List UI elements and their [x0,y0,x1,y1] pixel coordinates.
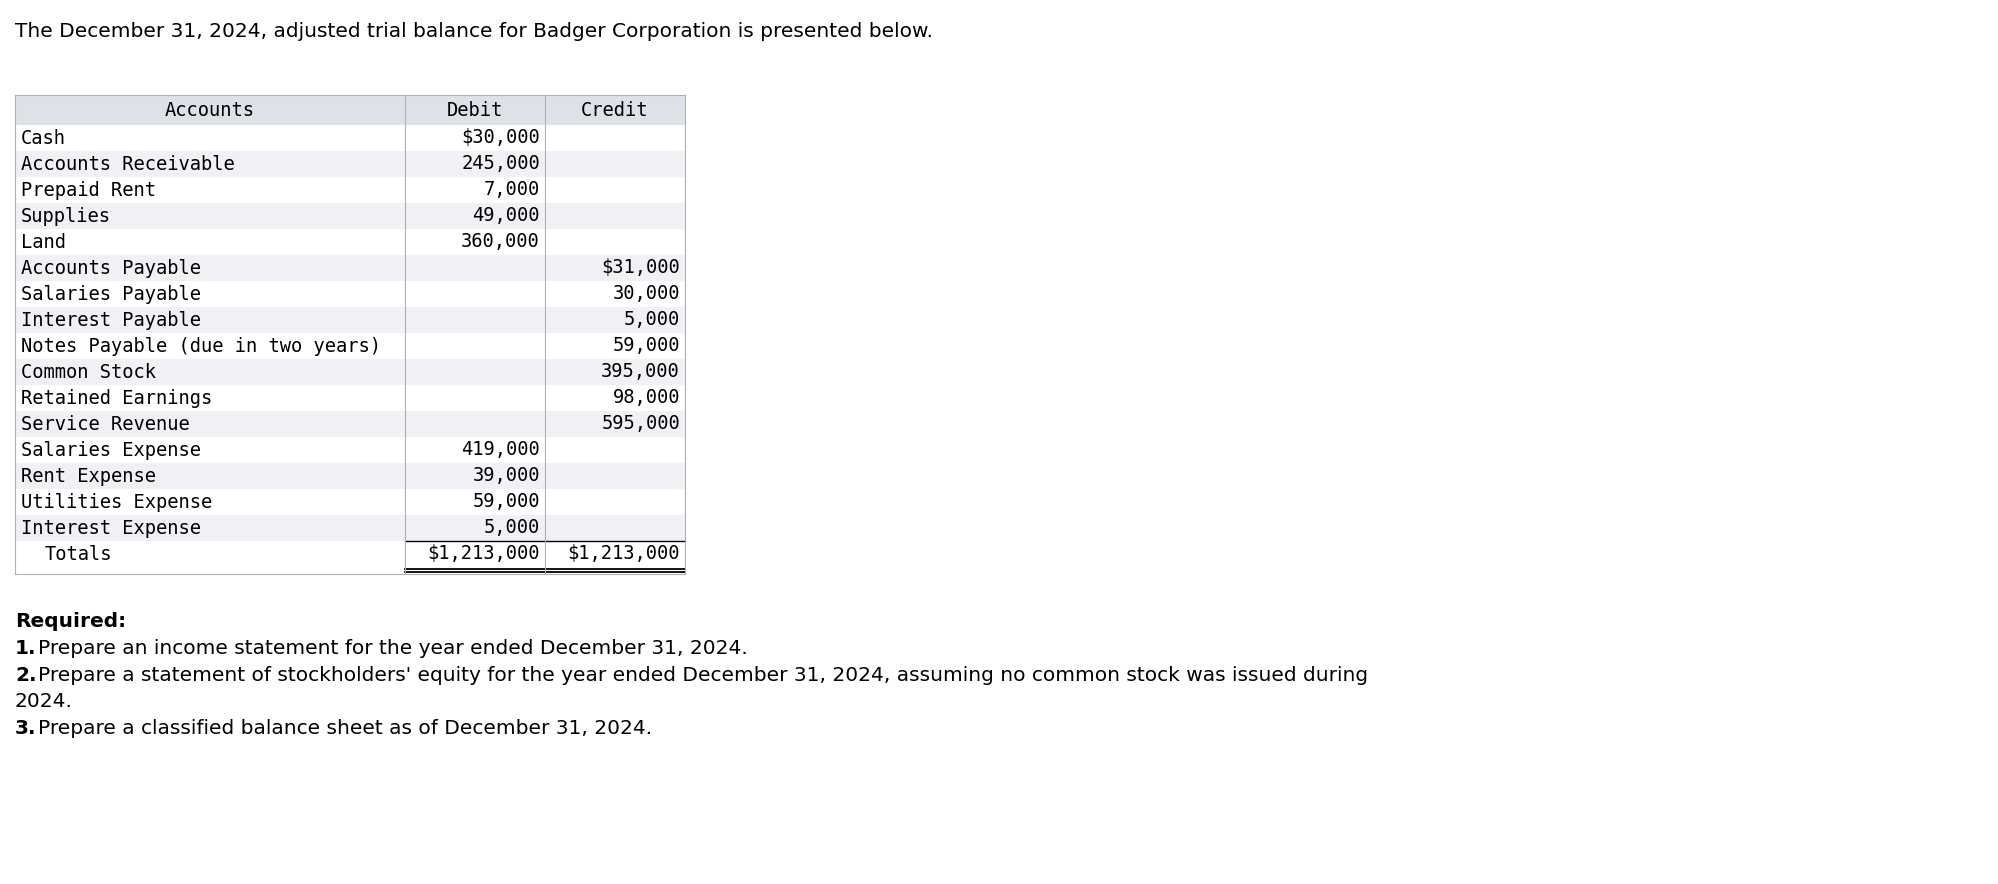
Bar [16,411,685,437]
Text: Prepaid Rent: Prepaid Rent [22,180,156,200]
Text: Required:: Required: [16,612,126,631]
Text: Salaries Payable: Salaries Payable [22,285,202,303]
Text: Accounts Receivable: Accounts Receivable [22,155,234,173]
Bar [16,203,685,229]
Text: Cash: Cash [22,128,66,148]
Text: The December 31, 2024, adjusted trial balance for Badger Corporation is presente: The December 31, 2024, adjusted trial ba… [16,22,933,41]
Bar [16,281,685,307]
Bar [16,515,685,541]
Text: $31,000: $31,000 [601,258,679,278]
Text: 2.: 2. [16,666,36,684]
Text: 245,000: 245,000 [462,155,539,173]
Bar [16,307,685,333]
Text: Credit: Credit [581,101,649,119]
Text: 39,000: 39,000 [472,467,539,485]
Text: 30,000: 30,000 [613,285,679,303]
Text: Supplies: Supplies [22,207,112,225]
Text: 395,000: 395,000 [601,362,679,382]
Text: Debit: Debit [448,101,503,119]
Text: 2024.: 2024. [16,692,72,712]
Text: Interest Payable: Interest Payable [22,310,202,330]
Bar [16,463,685,489]
Text: Service Revenue: Service Revenue [22,415,190,433]
Text: 59,000: 59,000 [613,337,679,355]
Bar [16,125,685,151]
Bar [16,95,685,125]
Text: Rent Expense: Rent Expense [22,467,156,485]
Bar [16,489,685,515]
Text: 419,000: 419,000 [462,440,539,460]
Bar [16,229,685,255]
Text: 595,000: 595,000 [601,415,679,433]
Text: Retained Earnings: Retained Earnings [22,388,212,408]
Text: 1.: 1. [16,639,36,658]
Text: Utilities Expense: Utilities Expense [22,492,212,512]
Bar [16,333,685,359]
Text: Accounts Payable: Accounts Payable [22,258,202,278]
Text: Salaries Expense: Salaries Expense [22,440,202,460]
Text: 5,000: 5,000 [484,519,539,537]
Bar [16,541,685,567]
Text: $1,213,000: $1,213,000 [567,545,679,563]
Bar [16,385,685,411]
Text: 360,000: 360,000 [462,232,539,252]
Text: 98,000: 98,000 [613,388,679,408]
Text: 49,000: 49,000 [472,207,539,225]
Text: Land: Land [22,232,66,252]
Bar [16,359,685,385]
Text: $30,000: $30,000 [462,128,539,148]
Text: Prepare a statement of stockholders' equity for the year ended December 31, 2024: Prepare a statement of stockholders' equ… [38,666,1369,684]
Bar [16,151,685,177]
Text: Accounts: Accounts [166,101,256,119]
Text: Prepare a classified balance sheet as of December 31, 2024.: Prepare a classified balance sheet as of… [38,720,651,738]
Text: Totals: Totals [46,545,112,563]
Text: 5,000: 5,000 [623,310,679,330]
Text: Common Stock: Common Stock [22,362,156,382]
Text: Prepare an income statement for the year ended December 31, 2024.: Prepare an income statement for the year… [38,639,747,658]
Bar [16,437,685,463]
Text: $1,213,000: $1,213,000 [428,545,539,563]
Text: Notes Payable (due in two years): Notes Payable (due in two years) [22,337,382,355]
Text: Interest Expense: Interest Expense [22,519,202,537]
Text: 59,000: 59,000 [472,492,539,512]
Bar [16,255,685,281]
Text: 3.: 3. [16,720,36,738]
Text: 7,000: 7,000 [484,180,539,200]
Bar [16,177,685,203]
